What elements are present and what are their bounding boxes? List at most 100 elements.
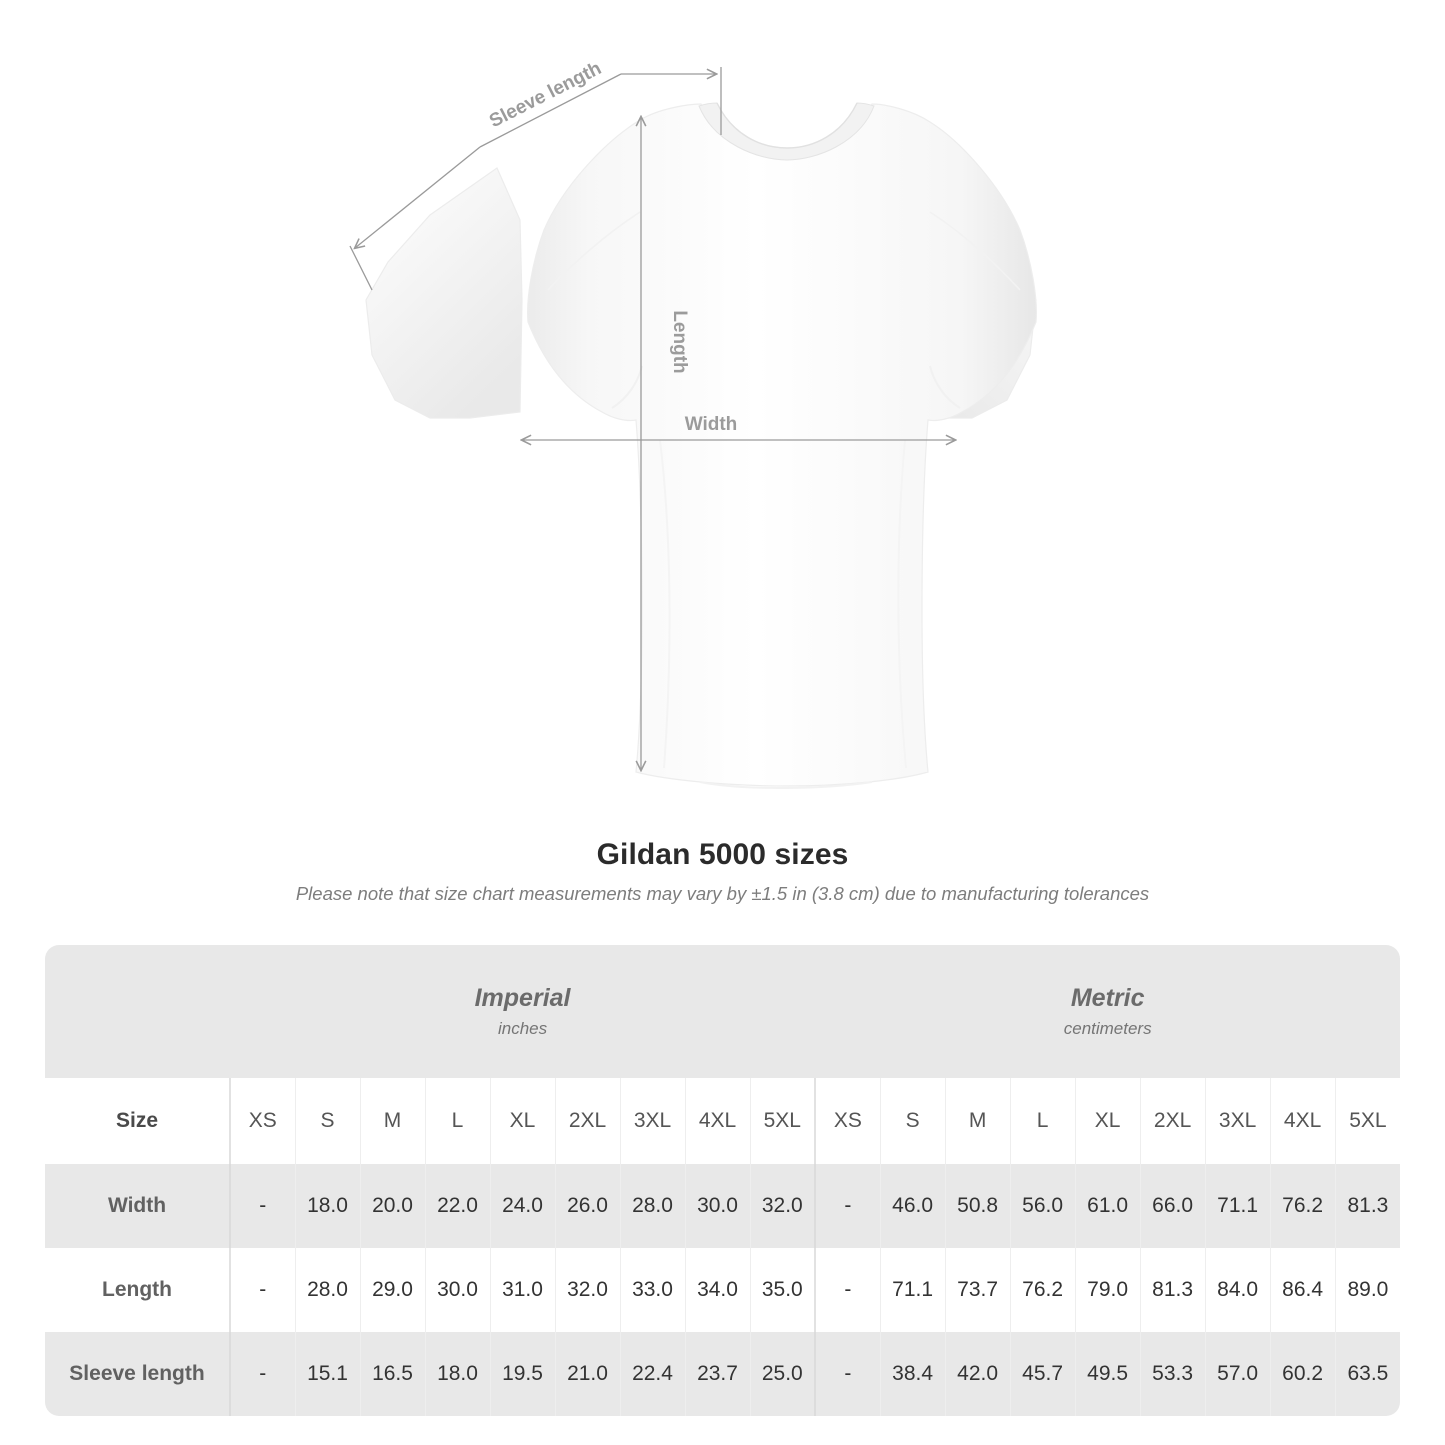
cell-sleeve-metric-s: 38.4 [880, 1332, 946, 1416]
size-chart-table: Imperial inches Metric centimeters Size … [45, 945, 1401, 1416]
cell-sleeve-imperial-s: 15.1 [295, 1332, 361, 1416]
cell-width-imperial-l: 22.0 [425, 1164, 491, 1248]
tshirt-illustration [365, 102, 1037, 789]
cell-length-metric-4xl: 86.4 [1270, 1248, 1336, 1332]
cell-sleeve-imperial-4xl: 23.7 [685, 1332, 751, 1416]
cell-sleeve-imperial-m: 16.5 [360, 1332, 426, 1416]
cell-length-imperial-xl: 31.0 [490, 1248, 556, 1332]
size-header-imperial-l: L [425, 1078, 491, 1164]
table-row: Width - 18.0 20.0 22.0 24.0 26.0 28.0 30… [45, 1164, 1401, 1248]
size-column-label: Size [45, 1078, 231, 1164]
cell-width-metric-4xl: 76.2 [1270, 1164, 1336, 1248]
tolerance-note: Please note that size chart measurements… [295, 883, 1150, 904]
size-header-metric-5xl: 5XL [1335, 1078, 1401, 1164]
page-title: Gildan 5000 sizes [596, 838, 849, 871]
size-header-imperial-3xl: 3XL [620, 1078, 686, 1164]
size-header-metric-m: M [945, 1078, 1011, 1164]
cell-width-imperial-3xl: 28.0 [620, 1164, 686, 1248]
cell-sleeve-imperial-xs: - [230, 1332, 296, 1416]
cell-width-imperial-m: 20.0 [360, 1164, 426, 1248]
cell-length-metric-2xl: 81.3 [1140, 1248, 1206, 1332]
cell-sleeve-metric-3xl: 57.0 [1205, 1332, 1271, 1416]
width-label: Width [685, 414, 738, 435]
cell-sleeve-metric-2xl: 53.3 [1140, 1332, 1206, 1416]
cell-sleeve-imperial-2xl: 21.0 [555, 1332, 621, 1416]
tshirt-measurement-diagram: Sleeve length Length Width [349, 58, 1037, 789]
table-row: Sleeve length - 15.1 16.5 18.0 19.5 21.0… [45, 1332, 1401, 1416]
cell-width-metric-xs: - [814, 1164, 881, 1248]
size-header-imperial-s: S [295, 1078, 361, 1164]
cell-sleeve-metric-5xl: 63.5 [1335, 1332, 1401, 1416]
row-label-sleeve-length: Sleeve length [45, 1332, 231, 1416]
table-row: Length - 28.0 29.0 30.0 31.0 32.0 33.0 3… [45, 1248, 1401, 1332]
cell-width-metric-s: 46.0 [880, 1164, 946, 1248]
cell-sleeve-imperial-xl: 19.5 [490, 1332, 556, 1416]
size-header-imperial-xs: XS [230, 1078, 296, 1164]
unit-system-header-row: Imperial inches Metric centimeters [45, 945, 1401, 1078]
unit-band-spacer-left [45, 945, 230, 1078]
unit-system-metric-unit: centimeters [1063, 1018, 1152, 1038]
cell-length-imperial-s: 28.0 [295, 1248, 361, 1332]
size-header-imperial-4xl: 4XL [685, 1078, 751, 1164]
size-header-imperial-2xl: 2XL [555, 1078, 621, 1164]
unit-system-metric-name: Metric [1070, 983, 1145, 1012]
size-header-imperial-xl: XL [490, 1078, 556, 1164]
size-header-imperial-5xl: 5XL [750, 1078, 816, 1164]
cell-length-imperial-3xl: 33.0 [620, 1248, 686, 1332]
size-header-metric-xl: XL [1075, 1078, 1141, 1164]
cell-width-imperial-xs: - [230, 1164, 296, 1248]
cell-width-metric-5xl: 81.3 [1335, 1164, 1401, 1248]
size-header-row: Size XS S M L XL 2XL 3XL 4XL 5XL XS S M … [45, 1078, 1401, 1164]
length-label: Length [669, 310, 690, 373]
size-header-metric-2xl: 2XL [1140, 1078, 1206, 1164]
cell-width-imperial-5xl: 32.0 [750, 1164, 816, 1248]
cell-width-metric-2xl: 66.0 [1140, 1164, 1206, 1248]
cell-width-metric-3xl: 71.1 [1205, 1164, 1271, 1248]
unit-system-imperial: Imperial inches [230, 945, 816, 1078]
cell-sleeve-metric-m: 42.0 [945, 1332, 1011, 1416]
size-header-metric-3xl: 3XL [1205, 1078, 1271, 1164]
cell-width-imperial-s: 18.0 [295, 1164, 361, 1248]
cell-length-metric-s: 71.1 [880, 1248, 946, 1332]
sleeve-length-label: Sleeve length [486, 58, 605, 132]
cell-width-metric-xl: 61.0 [1075, 1164, 1141, 1248]
cell-length-imperial-l: 30.0 [425, 1248, 491, 1332]
cell-sleeve-metric-4xl: 60.2 [1270, 1332, 1336, 1416]
sleeve-length-measure [349, 67, 722, 291]
size-header-metric-l: L [1010, 1078, 1076, 1164]
cell-length-metric-xs: - [814, 1248, 881, 1332]
unit-system-metric: Metric centimeters [815, 945, 1401, 1078]
cell-width-metric-m: 50.8 [945, 1164, 1011, 1248]
size-header-metric-xs: XS [814, 1078, 881, 1164]
cell-sleeve-metric-l: 45.7 [1010, 1332, 1076, 1416]
cell-width-imperial-4xl: 30.0 [685, 1164, 751, 1248]
cell-length-metric-m: 73.7 [945, 1248, 1011, 1332]
chart-heading: Gildan 5000 sizes Please note that size … [0, 838, 1445, 905]
cell-sleeve-metric-xs: - [814, 1332, 881, 1416]
size-chart-table-wrapper: Imperial inches Metric centimeters Size … [45, 945, 1401, 1416]
cell-sleeve-imperial-l: 18.0 [425, 1332, 491, 1416]
row-label-width: Width [45, 1164, 231, 1248]
cell-length-metric-3xl: 84.0 [1205, 1248, 1271, 1332]
cell-width-imperial-xl: 24.0 [490, 1164, 556, 1248]
row-label-length: Length [45, 1248, 231, 1332]
cell-length-imperial-2xl: 32.0 [555, 1248, 621, 1332]
size-header-metric-s: S [880, 1078, 946, 1164]
cell-length-metric-l: 76.2 [1010, 1248, 1076, 1332]
cell-sleeve-imperial-5xl: 25.0 [750, 1332, 816, 1416]
cell-width-metric-l: 56.0 [1010, 1164, 1076, 1248]
cell-length-imperial-xs: - [230, 1248, 296, 1332]
unit-system-imperial-name: Imperial [474, 983, 571, 1012]
cell-length-imperial-4xl: 34.0 [685, 1248, 751, 1332]
cell-length-imperial-m: 29.0 [360, 1248, 426, 1332]
size-header-metric-4xl: 4XL [1270, 1078, 1336, 1164]
unit-system-imperial-unit: inches [497, 1018, 548, 1038]
cell-length-metric-5xl: 89.0 [1335, 1248, 1401, 1332]
cell-length-metric-xl: 79.0 [1075, 1248, 1141, 1332]
cell-sleeve-metric-xl: 49.5 [1075, 1332, 1141, 1416]
cell-sleeve-imperial-3xl: 22.4 [620, 1332, 686, 1416]
cell-length-imperial-5xl: 35.0 [750, 1248, 816, 1332]
cell-width-imperial-2xl: 26.0 [555, 1164, 621, 1248]
size-header-imperial-m: M [360, 1078, 426, 1164]
